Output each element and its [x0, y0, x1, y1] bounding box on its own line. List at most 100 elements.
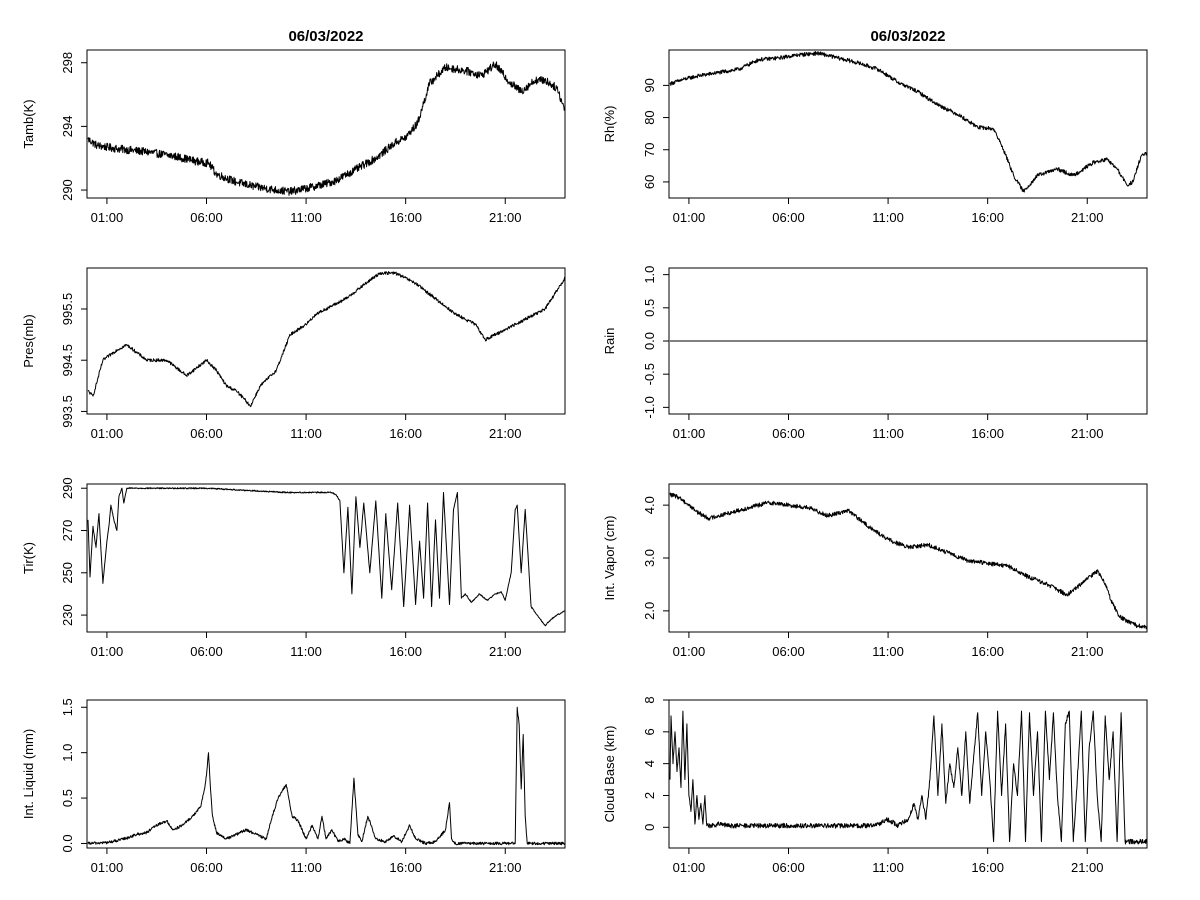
chart-title: 06/03/2022 — [288, 28, 363, 45]
y-tick-label: 4 — [642, 760, 657, 767]
y-tick-label: 995.5 — [60, 293, 75, 326]
y-axis-label: Int. Vapor (cm) — [602, 515, 617, 600]
x-tick-label: 21:00 — [489, 426, 522, 441]
chart-panel-7: 01:00 06:00 11:00 16:00 21:00 0 2 4 6 8 Cloud Base… — [602, 696, 1148, 875]
x-tick-label: 01:00 — [673, 426, 706, 441]
x-tick-label: 01:00 — [91, 860, 124, 875]
x-tick-label: 16:00 — [389, 210, 422, 225]
y-axis-label: Cloud Base (km) — [602, 726, 617, 823]
x-tick-label: 11:00 — [290, 860, 322, 875]
y-axis-label: Int. Liquid (mm) — [21, 729, 36, 819]
plot-frame — [668, 483, 1148, 633]
x-tick-label: 21:00 — [1071, 860, 1104, 875]
chart-title: 06/03/2022 — [870, 28, 945, 45]
y-tick-label: 0 — [642, 824, 657, 831]
y-tick-label: 4.0 — [642, 496, 657, 514]
x-tick-label: 21:00 — [1071, 426, 1104, 441]
chart-panel-3: 01:00 06:00 11:00 16:00 21:00 -1.0 -0.5 0.0 0.5 1… — [602, 266, 1148, 441]
y-tick-label: -1.0 — [642, 396, 657, 418]
y-tick-label: 6 — [642, 728, 657, 735]
x-tick-label: 06:00 — [190, 210, 223, 225]
plot-frame — [86, 267, 566, 415]
y-tick-label: 60 — [642, 175, 657, 189]
y-tick-label: 230 — [60, 604, 75, 626]
x-tick-label: 21:00 — [1071, 644, 1104, 659]
x-tick-label: 16:00 — [971, 426, 1004, 441]
chart-panel-6: 01:00 06:00 11:00 16:00 21:00 0.0 0.5 1.0 1.5 Int… — [21, 698, 566, 875]
x-tick-label: 11:00 — [290, 644, 322, 659]
x-tick-label: 16:00 — [971, 860, 1004, 875]
y-axis-label: Pres(mb) — [21, 314, 36, 367]
y-tick-label: 294 — [60, 116, 75, 138]
y-tick-label: 250 — [60, 562, 75, 584]
plot-frame — [668, 49, 1148, 199]
x-tick-label: 06:00 — [772, 210, 805, 225]
y-tick-label: 2.0 — [642, 602, 657, 620]
x-tick-label: 01:00 — [673, 210, 706, 225]
y-tick-label: 3.0 — [642, 549, 657, 567]
x-tick-label: 11:00 — [872, 426, 904, 441]
x-tick-label: 01:00 — [91, 210, 124, 225]
y-tick-label: 80 — [642, 110, 657, 124]
x-tick-label: 21:00 — [1071, 210, 1104, 225]
y-tick-label: 290 — [60, 179, 75, 201]
plot-frame — [86, 699, 566, 849]
plot-frame — [86, 49, 566, 199]
y-tick-label: 0.5 — [60, 789, 75, 807]
y-tick-label: 2 — [642, 792, 657, 799]
x-tick-label: 01:00 — [673, 644, 706, 659]
series-line — [87, 487, 566, 627]
y-tick-label: 993.5 — [60, 395, 75, 428]
x-tick-label: 06:00 — [772, 860, 805, 875]
chart-panel-1: 06/03/2022 01:00 06:00 11:00 16:00 21:00 60 70 8… — [602, 28, 1148, 225]
series-line — [87, 706, 566, 846]
x-tick-label: 01:00 — [91, 426, 124, 441]
x-tick-label: 11:00 — [872, 644, 904, 659]
y-tick-label: 0.0 — [60, 834, 75, 852]
chart-panel-2: 01:00 06:00 11:00 16:00 21:00 993.5 994.5 995.5… — [21, 267, 566, 441]
series-line — [87, 61, 566, 196]
series-line — [87, 271, 566, 408]
x-tick-label: 16:00 — [971, 210, 1004, 225]
plot-frame — [86, 483, 566, 633]
plot-frame — [668, 699, 1148, 849]
y-tick-label: 290 — [60, 477, 75, 499]
x-tick-label: 06:00 — [772, 644, 805, 659]
y-axis-label: Rh(%) — [602, 106, 617, 143]
x-tick-label: 11:00 — [290, 426, 322, 441]
x-tick-label: 06:00 — [190, 860, 223, 875]
x-tick-label: 16:00 — [971, 644, 1004, 659]
x-tick-label: 01:00 — [91, 644, 124, 659]
x-tick-label: 21:00 — [489, 644, 522, 659]
y-tick-label: 0.5 — [642, 299, 657, 317]
x-tick-label: 06:00 — [772, 426, 805, 441]
y-tick-label: 0.0 — [642, 332, 657, 350]
x-tick-label: 16:00 — [389, 644, 422, 659]
y-tick-label: 70 — [642, 143, 657, 157]
x-tick-label: 11:00 — [872, 210, 904, 225]
x-tick-label: 16:00 — [389, 426, 422, 441]
x-tick-label: 06:00 — [190, 426, 223, 441]
x-tick-label: 11:00 — [290, 210, 322, 225]
y-tick-label: 994.5 — [60, 344, 75, 377]
y-tick-label: -0.5 — [642, 363, 657, 385]
series-line — [669, 492, 1148, 630]
chart-panel-0: 06/03/2022 01:00 06:00 11:00 16:00 21:00 290 29… — [21, 28, 566, 225]
x-tick-label: 21:00 — [489, 210, 522, 225]
y-axis-label: Tamb(K) — [21, 99, 36, 148]
chart-panel-5: 01:00 06:00 11:00 16:00 21:00 2.0 3.0 4.0 Int. V… — [602, 483, 1148, 659]
y-axis-label: Rain — [602, 328, 617, 355]
y-tick-label: 90 — [642, 78, 657, 92]
x-tick-label: 11:00 — [872, 860, 904, 875]
y-tick-label: 298 — [60, 52, 75, 74]
x-tick-label: 21:00 — [489, 860, 522, 875]
x-tick-label: 01:00 — [673, 860, 706, 875]
y-axis-label: Tir(K) — [21, 542, 36, 574]
y-tick-label: 1.0 — [642, 266, 657, 284]
y-tick-label: 270 — [60, 520, 75, 542]
series-line — [669, 710, 1148, 845]
y-tick-label: 1.5 — [60, 698, 75, 716]
y-tick-label: 8 — [642, 696, 657, 703]
y-tick-label: 1.0 — [60, 744, 75, 762]
